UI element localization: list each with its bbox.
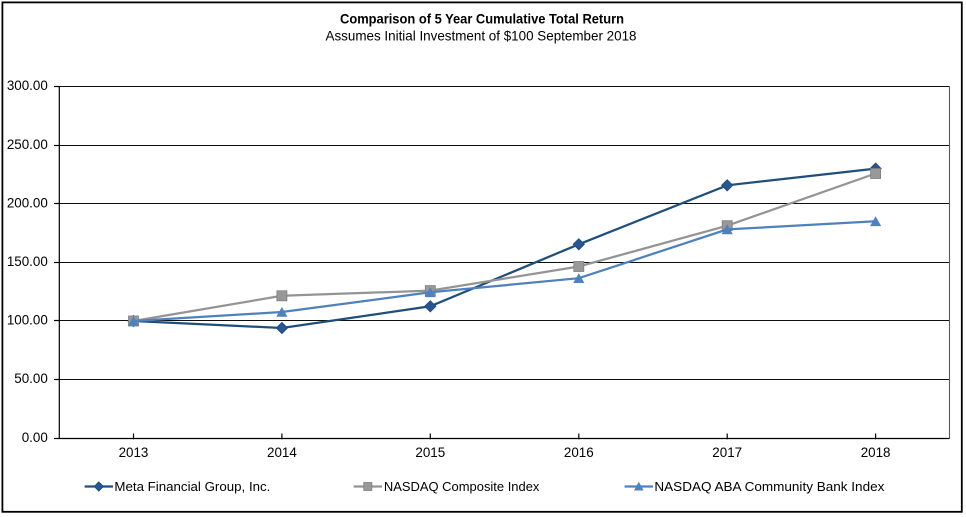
svg-text:Comparison of 5 Year Cumulativ: Comparison of 5 Year Cumulative Total Re… xyxy=(340,11,624,27)
svg-text:300.00: 300.00 xyxy=(7,78,48,93)
svg-text:100.00: 100.00 xyxy=(7,313,48,328)
svg-text:2018: 2018 xyxy=(861,445,891,460)
svg-text:2017: 2017 xyxy=(712,445,742,460)
svg-text:2015: 2015 xyxy=(415,445,445,460)
svg-text:NASDAQ ABA Community Bank Inde: NASDAQ ABA Community Bank Index xyxy=(654,479,885,494)
svg-text:Meta Financial Group, Inc.: Meta Financial Group, Inc. xyxy=(114,479,270,494)
svg-text:2016: 2016 xyxy=(564,445,594,460)
svg-text:2014: 2014 xyxy=(267,445,297,460)
svg-text:0.00: 0.00 xyxy=(22,430,48,445)
svg-text:200.00: 200.00 xyxy=(7,196,48,211)
svg-text:150.00: 150.00 xyxy=(7,254,48,269)
svg-text:Assumes Initial Investment of: Assumes Initial Investment of $100 Septe… xyxy=(326,28,637,44)
svg-text:50.00: 50.00 xyxy=(14,371,48,386)
svg-text:NASDAQ Composite Index: NASDAQ Composite Index xyxy=(384,479,540,494)
svg-text:2013: 2013 xyxy=(119,445,149,460)
svg-text:250.00: 250.00 xyxy=(7,137,48,152)
